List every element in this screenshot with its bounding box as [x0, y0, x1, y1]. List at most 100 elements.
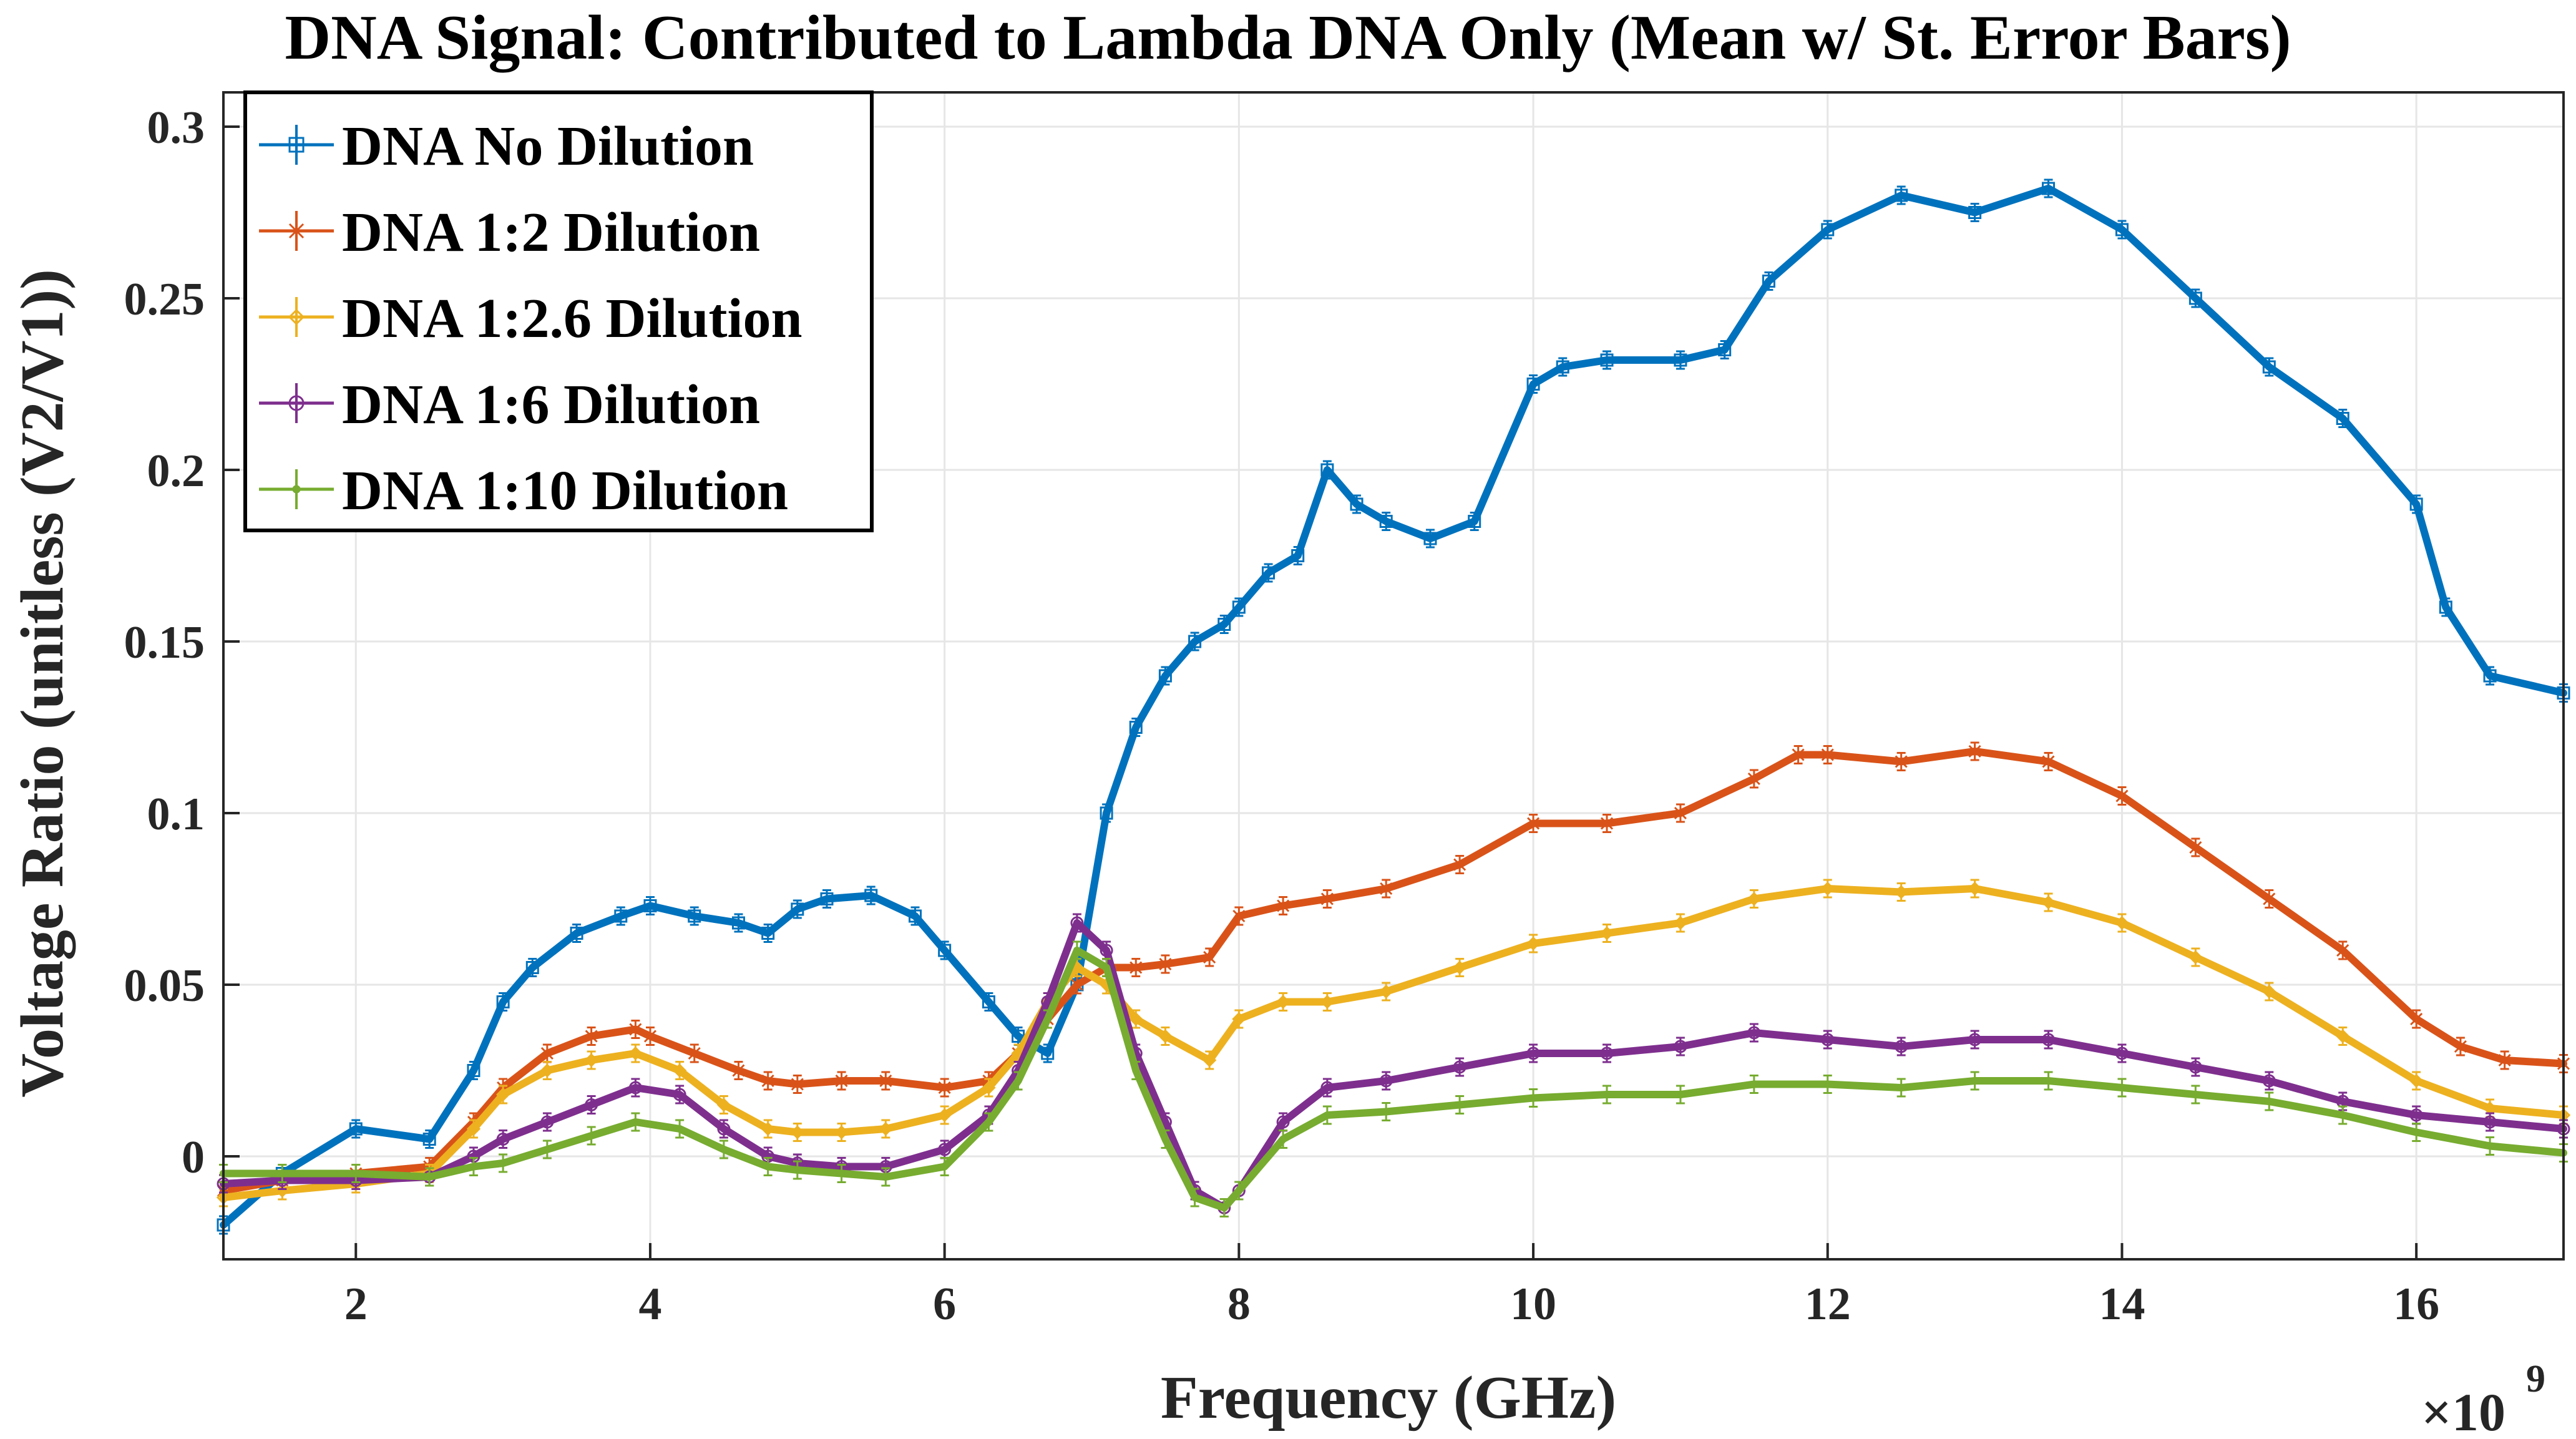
- data-point: [1203, 950, 1216, 964]
- series-layer: [216, 178, 2571, 1235]
- data-point: [1041, 1046, 1055, 1060]
- data-point: [643, 1030, 657, 1043]
- data-point: [2410, 1012, 2423, 1026]
- x-axis-label: Frequency (GHz): [1161, 1364, 1616, 1432]
- x-tick-label: 12: [1805, 1279, 1851, 1330]
- data-point: [585, 1030, 598, 1043]
- y-tick-label: 0.2: [147, 446, 205, 497]
- data-point: [1350, 497, 1364, 511]
- data-point: [1158, 669, 1172, 683]
- data-point: [2115, 915, 2129, 930]
- data-point: [352, 1170, 359, 1177]
- series-line: [220, 885, 2567, 1201]
- legend-label: DNA 1:2.6 Dilution: [342, 288, 803, 349]
- data-point: [1968, 1033, 1982, 1046]
- legend-swatch-marker: [288, 395, 305, 411]
- data-point: [1158, 1029, 1173, 1043]
- data-point: [1530, 1095, 1537, 1101]
- y-tick-label: 0.3: [147, 102, 205, 154]
- data-point: [1100, 944, 1113, 957]
- data-point: [879, 1074, 892, 1088]
- data-point: [2262, 360, 2276, 374]
- data-point: [1821, 223, 1835, 237]
- data-point: [632, 1118, 639, 1126]
- data-point: [1453, 960, 1467, 975]
- data-point: [1320, 1081, 1334, 1095]
- data-point: [941, 1163, 949, 1170]
- data-point: [838, 1170, 845, 1177]
- data-point: [1895, 188, 1908, 202]
- data-point: [1235, 1187, 1242, 1194]
- axis-ticks: 2 4 6 8 10 12 14 16 0 0.05 0.1 0.15 0.2 0.25 0.3: [124, 102, 2440, 1330]
- data-point: [1379, 515, 1393, 528]
- legend: DNA No Dilution DNA 1:2 Dilution DNA 1:2.6…: [243, 90, 874, 532]
- data-point: [1968, 881, 1982, 896]
- legend-items: DNA No Dilution DNA 1:2 Dilution DNA 1:2.6…: [259, 115, 803, 522]
- data-point: [1600, 1046, 1614, 1060]
- data-point: [2189, 841, 2202, 854]
- data-point: [2409, 1108, 2423, 1122]
- data-point: [1674, 353, 1687, 367]
- data-point: [495, 1087, 510, 1102]
- data-point: [2115, 1046, 2129, 1060]
- grid: [223, 92, 2564, 1259]
- series-dna-1-10-dilution: [219, 940, 2568, 1217]
- data-point: [470, 1163, 477, 1170]
- data-point: [1526, 378, 1540, 391]
- data-point: [1188, 635, 1202, 648]
- data-point: [1526, 936, 1541, 951]
- data-point: [1747, 1026, 1761, 1040]
- data-point: [1674, 806, 1687, 820]
- data-point: [794, 1166, 801, 1174]
- data-point: [2188, 291, 2202, 305]
- data-point: [496, 1133, 510, 1146]
- data-point: [937, 1108, 952, 1123]
- data-point: [2483, 1115, 2497, 1129]
- data-point: [761, 927, 775, 940]
- data-point: [1677, 1091, 1684, 1098]
- data-point: [1603, 1091, 1611, 1098]
- data-point: [1279, 1136, 1287, 1143]
- data-point: [2263, 892, 2276, 905]
- data-point: [2115, 223, 2129, 237]
- data-point: [676, 1125, 683, 1133]
- legend-label: DNA 1:10 Dilution: [342, 460, 788, 522]
- x-tick-label: 2: [344, 1279, 368, 1330]
- data-point: [688, 1046, 701, 1060]
- data-point: [835, 1074, 848, 1088]
- data-point: [1262, 566, 1276, 580]
- data-point: [1894, 885, 1908, 899]
- data-point: [1824, 1081, 1832, 1088]
- x-axis-exponent: ×10 9: [2421, 1358, 2545, 1439]
- data-point: [764, 1163, 772, 1170]
- data-point: [525, 961, 539, 974]
- data-point: [1232, 600, 1246, 614]
- data-point: [1468, 515, 1481, 528]
- x-tick-label: 16: [2393, 1279, 2439, 1330]
- data-point: [1382, 1108, 1390, 1115]
- data-point: [2262, 1074, 2276, 1088]
- data-point: [879, 1121, 893, 1136]
- data-point: [1820, 881, 1835, 896]
- data-point: [2409, 497, 2423, 511]
- data-point: [1423, 532, 1437, 545]
- data-point: [1526, 817, 1540, 830]
- x-tick-label: 8: [1227, 1279, 1251, 1330]
- data-point: [1379, 1074, 1393, 1088]
- data-point: [908, 909, 922, 923]
- data-point: [1673, 915, 1688, 930]
- data-point: [1277, 899, 1290, 912]
- data-point: [1073, 947, 1081, 954]
- data-point: [2336, 944, 2349, 957]
- data-point: [643, 899, 657, 912]
- data-point: [1762, 275, 1775, 288]
- data-point: [2045, 1077, 2052, 1085]
- y-tick-label: 0.1: [147, 789, 205, 840]
- data-point: [1291, 549, 1305, 562]
- data-point: [499, 1159, 507, 1167]
- data-point: [1191, 1194, 1199, 1201]
- data-point: [544, 1146, 551, 1153]
- x-tick-label: 6: [933, 1279, 956, 1330]
- data-point: [2188, 1060, 2202, 1074]
- y-tick-label: 0: [182, 1132, 205, 1183]
